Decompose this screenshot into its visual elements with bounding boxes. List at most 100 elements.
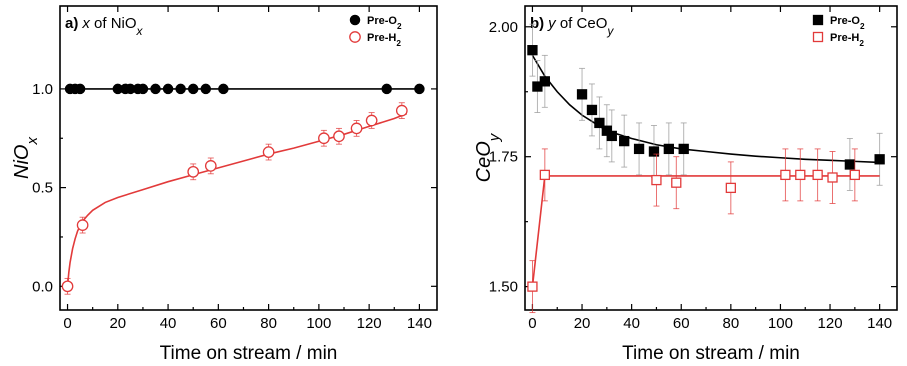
x-tick-label: 140 [867,315,892,332]
fit-line [66,112,408,287]
plot-frame [524,5,898,311]
series-pre-h2 [527,148,880,314]
x-tick-label: 120 [818,315,843,332]
data-point [200,83,212,95]
data-point [849,169,860,181]
plot-frame [59,5,438,311]
y-axis-label-sub: x [24,137,41,146]
data-point [204,160,217,172]
series-pre-o2 [527,23,885,191]
x-axis-label: Time on stream / min [160,343,338,364]
legend-marker [349,14,361,26]
data-point [651,174,662,186]
data-point [780,169,791,181]
legend-label-main: Pre-O [367,15,397,27]
y-tick-label: 0.5 [32,180,53,197]
x-tick-label: 80 [260,315,277,332]
legend-marker [812,14,824,26]
x-axis-label: Time on stream / min [622,343,800,364]
data-point [576,89,588,100]
legend-label: Pre-H2 [367,32,401,48]
fit-line [531,175,880,287]
series-pre-o2 [64,83,425,95]
x-tick-label: 40 [623,315,640,332]
x-tick-label: 80 [722,315,739,332]
data-point [527,281,538,292]
data-point [150,83,161,95]
legend-label-sub: 2 [396,39,401,48]
data-point [350,122,363,135]
data-point [175,83,186,95]
data-point [333,130,345,143]
legend-label: Pre-O2 [830,15,865,31]
panel-b-ceo: 0 20 40 60 80 100 120 140 1.50 1.75 2.00 Time on st… [473,5,898,364]
x-tick-label: 60 [673,315,690,332]
legend-label: Pre-H2 [830,32,864,48]
data-point [606,130,617,142]
x-tick-label: 0 [63,315,71,332]
y-axis-label-main: CeO [473,141,495,182]
data-point [527,45,538,56]
x-tick-label: 40 [160,315,177,332]
data-point [648,146,660,157]
y-axis-label: NiOx [11,137,41,179]
panel-letter: a) [65,15,78,32]
panel-title-rest: of CeO [556,15,608,32]
legend-marker [349,31,361,43]
data-point [262,146,275,158]
legend-label-sub: 2 [860,22,865,31]
panel-title-sub: y [606,24,614,38]
panel-letter: b) [530,15,544,32]
x-tick-label: 20 [574,315,591,332]
y-axis-label-main: NiO [11,145,33,179]
legend-label-main: Pre-H [367,32,396,44]
data-point [795,169,806,181]
x-tick-label: 100 [768,315,793,332]
y-tick-label: 2.00 [489,19,518,36]
y-tick-label: 1.50 [489,279,518,296]
x-tick-label: 60 [210,315,227,332]
legend-marker [812,31,824,43]
data-point [725,182,736,194]
data-point [187,83,199,95]
data-point [532,81,543,92]
data-point [365,114,378,127]
data-point [76,219,89,231]
data-point [218,83,229,95]
data-point [586,104,598,116]
panel-title: a) x of NiOx [65,15,144,38]
legend-label: Pre-O2 [367,15,402,31]
x-tick-label: 120 [357,315,382,332]
data-point [414,83,425,95]
data-point [137,83,149,95]
legend-label-main: Pre-H [830,32,859,44]
x-tick-label: 140 [407,315,432,332]
panel-title-var: y [547,15,557,32]
data-point [663,143,674,155]
y-tick-label: 1.75 [489,149,518,166]
x-tick-label: 20 [109,315,126,332]
data-point [187,165,200,178]
x-tick-label: 100 [306,315,331,332]
fit-line [531,54,880,164]
data-point [162,83,174,95]
y-axis-label: CeOy [473,132,503,182]
legend-label-main: Pre-O [830,15,860,27]
data-point [812,169,823,181]
data-point [844,159,856,170]
data-point [61,280,74,293]
panel-a-nio: 0 20 40 60 80 100 120 140 0.0 0.5 1.0 Time on strea… [11,5,438,364]
legend-label-sub: 2 [859,39,864,48]
x-tick-label: 0 [528,315,536,332]
data-point [827,172,838,183]
y-tick-label: 1.0 [32,81,53,98]
panel-title: b) y of CeOy [530,15,614,38]
legend-label-sub: 2 [397,22,402,31]
y-axis-label-sub: y [486,132,503,142]
data-point [539,76,550,87]
data-point [619,135,630,147]
data-point [318,132,330,145]
y-tick-label: 0.0 [32,278,53,295]
panel-title-var: x [81,15,90,32]
